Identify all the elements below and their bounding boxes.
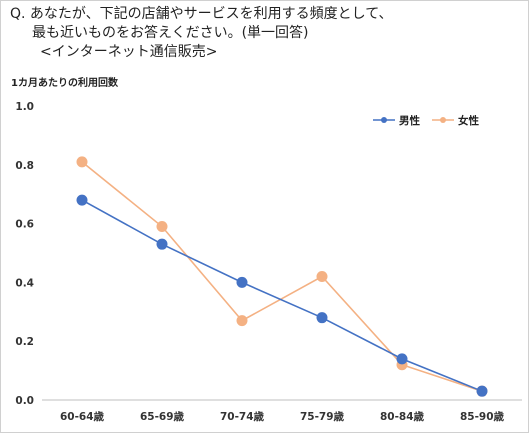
legend-marker bbox=[440, 117, 446, 123]
y-tick-label: 0.8 bbox=[15, 160, 34, 172]
x-tick-label: 80-84歳 bbox=[380, 410, 425, 423]
x-tick-label: 65-69歳 bbox=[140, 410, 185, 423]
x-tick-label: 70-74歳 bbox=[220, 410, 265, 423]
y-tick-label: 0.2 bbox=[15, 336, 34, 348]
y-tick-label: 1.0 bbox=[15, 101, 34, 113]
legend: 男性 女性 bbox=[373, 114, 479, 127]
series-line bbox=[81, 199, 483, 392]
data-point bbox=[76, 194, 88, 206]
data-point bbox=[476, 385, 488, 397]
data-point bbox=[236, 276, 248, 288]
x-tick-label: 60-64歳 bbox=[60, 410, 105, 423]
y-tick-label: 0.4 bbox=[15, 277, 34, 289]
x-tick-label: 75-79歳 bbox=[300, 410, 345, 423]
data-point bbox=[316, 312, 328, 324]
data-point bbox=[316, 271, 328, 283]
question-line-1: Q. あなたが、下記の店舗やサービスを利用する頻度として、 bbox=[10, 6, 393, 22]
legend-label: 男性 bbox=[399, 114, 420, 127]
question-text: Q. あなたが、下記の店舗やサービスを利用する頻度として、 最も近いものをお答え… bbox=[10, 5, 393, 62]
series-line bbox=[81, 161, 483, 392]
data-point bbox=[156, 238, 168, 250]
y-tick-label: 0.0 bbox=[15, 395, 34, 407]
x-axis-ticks: 60-64歳 65-69歳 70-74歳 75-79歳 80-84歳 85-90歳 bbox=[60, 410, 505, 423]
x-tick-label: 85-90歳 bbox=[460, 410, 505, 423]
data-point bbox=[156, 221, 168, 233]
y-axis-ticks: 0.0 0.2 0.4 0.6 0.8 1.0 bbox=[15, 101, 34, 407]
legend-label: 女性 bbox=[458, 114, 479, 127]
series-group bbox=[76, 156, 488, 397]
data-point bbox=[396, 353, 408, 365]
y-axis-title: 1カ月あたりの利用回数 bbox=[11, 76, 119, 89]
data-point bbox=[236, 315, 248, 327]
legend-marker bbox=[381, 117, 387, 123]
question-line-2: 最も近いものをお答えください。(単一回答) bbox=[32, 25, 309, 41]
y-tick-label: 0.6 bbox=[15, 219, 34, 231]
question-line-3: <インターネット通信販売> bbox=[40, 44, 218, 60]
data-point bbox=[76, 156, 88, 168]
